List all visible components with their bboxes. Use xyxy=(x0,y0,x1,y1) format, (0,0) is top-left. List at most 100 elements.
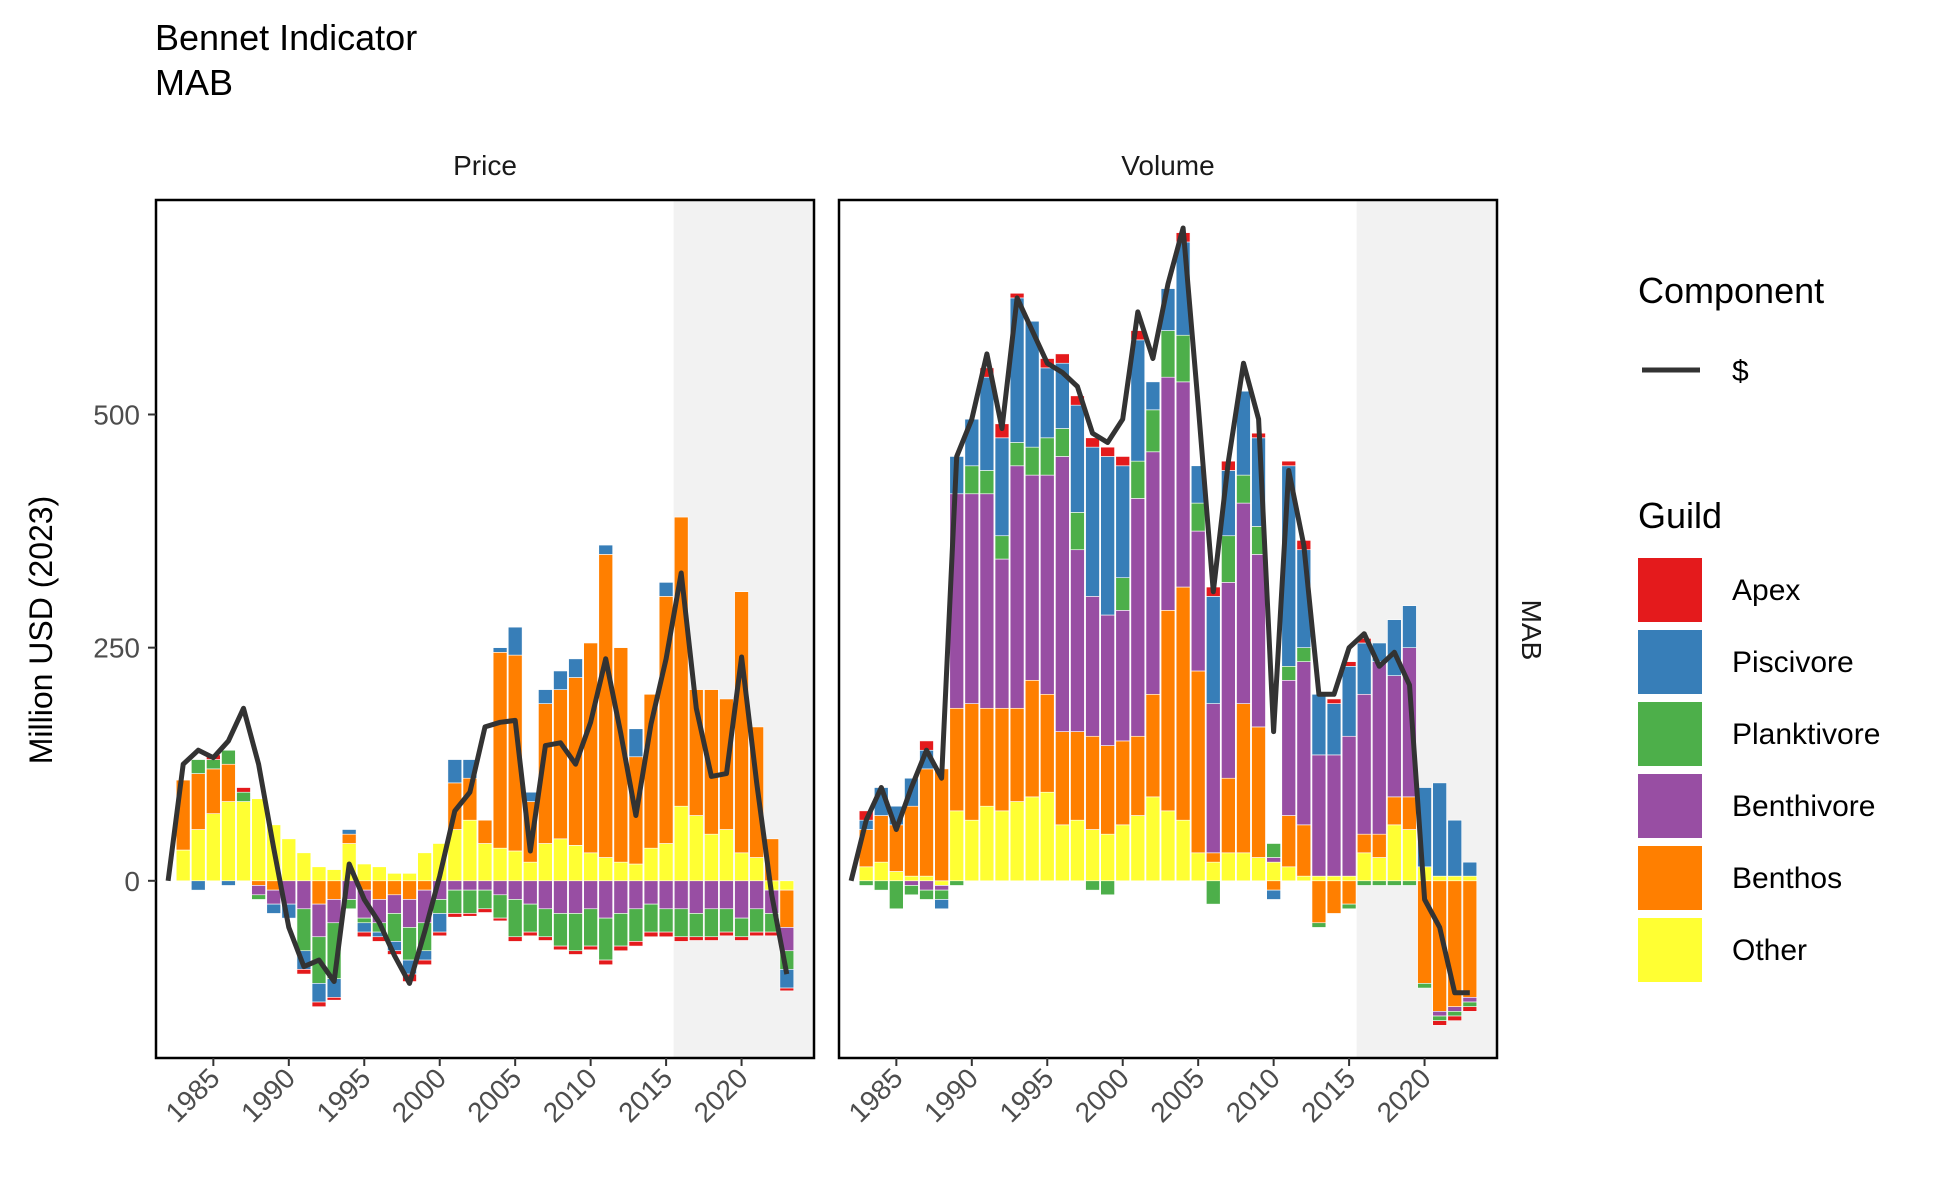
bar-segment-benthivore xyxy=(1085,596,1100,737)
bar-segment-other xyxy=(1190,852,1206,882)
bar-segment-benthivore xyxy=(1251,554,1266,728)
bar-segment-other xyxy=(704,833,719,882)
legend-component-title: Component xyxy=(1638,270,1824,311)
bar-segment-planktivore xyxy=(1387,880,1402,886)
bar-segment-other xyxy=(1236,852,1251,882)
facet-strip-price: Price xyxy=(453,150,517,181)
bar-segment-benthos xyxy=(402,880,417,900)
bar-segment-planktivore xyxy=(1055,428,1070,457)
bar-segment-benthos xyxy=(341,833,357,844)
bar-segment-apex xyxy=(1326,698,1342,704)
bar-segment-benthivore xyxy=(1100,614,1115,746)
x-tick-label: 2000 xyxy=(386,1062,452,1128)
bar-segment-apex xyxy=(523,931,538,937)
bar-segment-benthos xyxy=(1206,852,1221,863)
bar-segment-other xyxy=(311,866,327,882)
bar-segment-benthos xyxy=(979,707,995,807)
bar-segment-benthos xyxy=(1356,833,1372,854)
bar-segment-apex xyxy=(568,950,583,955)
bar-segment-benthos xyxy=(1024,679,1040,798)
bar-segment-apex xyxy=(1055,353,1070,364)
bar-segment-other xyxy=(357,863,372,882)
bar-segment-other xyxy=(387,873,402,882)
bar-segment-apex xyxy=(417,959,432,966)
x-tick-label: 1995 xyxy=(994,1062,1060,1128)
bar-segment-apex xyxy=(236,787,251,793)
bar-segment-benthivore xyxy=(553,880,568,914)
bar-segment-benthivore xyxy=(704,880,719,910)
bar-segment-other xyxy=(889,871,904,882)
bar-segment-planktivore xyxy=(1100,880,1115,896)
bar-segment-other xyxy=(964,819,980,882)
bar-segment-other xyxy=(1070,819,1085,882)
bar-segment-piscivore xyxy=(1100,456,1115,616)
bar-segment-piscivore xyxy=(1024,320,1040,448)
bar-segment-apex xyxy=(749,931,764,937)
legend-label-piscivore: Piscivore xyxy=(1732,646,1854,679)
bar-segment-apex xyxy=(658,931,674,938)
bar-segment-benthos xyxy=(1190,670,1206,854)
bar-segment-other xyxy=(175,849,191,882)
bar-segment-other xyxy=(462,819,478,882)
bar-segment-planktivore xyxy=(357,917,372,924)
bar-segment-benthivore xyxy=(1447,1006,1462,1012)
bar-segment-planktivore xyxy=(673,908,689,938)
bar-segment-apex xyxy=(643,931,659,938)
total-line xyxy=(165,570,790,986)
bar-segment-planktivore xyxy=(1372,880,1387,886)
bar-segment-planktivore xyxy=(1236,474,1251,504)
bar-segment-benthivore xyxy=(266,889,281,905)
bar-segment-benthos xyxy=(1160,610,1176,812)
bar-segment-benthos xyxy=(477,819,493,844)
legend-component-label: $ xyxy=(1732,355,1749,388)
bar-segment-other xyxy=(372,866,387,882)
bar-segment-benthivore xyxy=(719,880,734,910)
bar-segment-other xyxy=(904,875,919,882)
bar-segment-other xyxy=(1085,829,1100,882)
y-tick-label: 250 xyxy=(93,633,140,664)
bar-segment-apex xyxy=(704,936,719,941)
bar-segment-other xyxy=(1145,796,1161,882)
bar-segment-planktivore xyxy=(1266,843,1281,858)
bar-segment-planktivore xyxy=(934,889,949,900)
bar-segment-other xyxy=(1175,819,1191,882)
bar-segment-benthivore xyxy=(311,903,327,938)
bar-segment-benthos xyxy=(613,647,629,863)
bar-segment-benthos xyxy=(583,642,598,854)
bar-segment-benthos xyxy=(779,889,795,928)
bar-segment-benthivore xyxy=(1070,549,1085,732)
bar-segment-piscivore xyxy=(1341,666,1357,737)
x-tick-label: 1985 xyxy=(843,1062,909,1128)
bar-segment-planktivore xyxy=(919,889,934,900)
bar-segment-planktivore xyxy=(1070,512,1085,551)
bar-segment-benthos xyxy=(1040,693,1055,793)
bar-segment-other xyxy=(1221,852,1236,882)
bar-segment-other xyxy=(643,847,659,882)
bar-segment-benthos xyxy=(1341,880,1357,905)
bar-segment-piscivore xyxy=(934,899,949,910)
bar-segment-benthivore xyxy=(1055,456,1070,732)
bar-segment-benthos xyxy=(1221,777,1236,854)
panel-border xyxy=(837,198,1499,1060)
bar-segment-other xyxy=(1326,875,1342,882)
bar-segment-other xyxy=(191,829,206,882)
bar-segment-planktivore xyxy=(507,899,523,938)
bar-segment-benthivore xyxy=(1432,1011,1447,1017)
bar-segment-benthivore xyxy=(296,880,312,910)
bar-segment-apex xyxy=(432,931,447,937)
bar-segment-benthivore xyxy=(919,880,934,891)
bar-segment-benthivore xyxy=(934,885,949,891)
bar-segment-other xyxy=(492,847,508,882)
bar-segment-other xyxy=(206,813,221,882)
bar-segment-benthivore xyxy=(1024,474,1040,681)
bar-segment-apex xyxy=(613,945,629,952)
bar-segment-apex xyxy=(1447,1015,1462,1021)
legend-label-planktivore: Planktivore xyxy=(1732,718,1880,751)
bar-segment-benthos xyxy=(1296,824,1312,877)
bar-segment-piscivore xyxy=(553,670,568,690)
bar-segment-other xyxy=(858,866,874,882)
bar-segment-other xyxy=(221,801,236,882)
bar-segment-piscivore xyxy=(311,983,327,1003)
bar-segment-piscivore xyxy=(191,880,206,891)
bar-segment-piscivore xyxy=(1462,861,1478,877)
